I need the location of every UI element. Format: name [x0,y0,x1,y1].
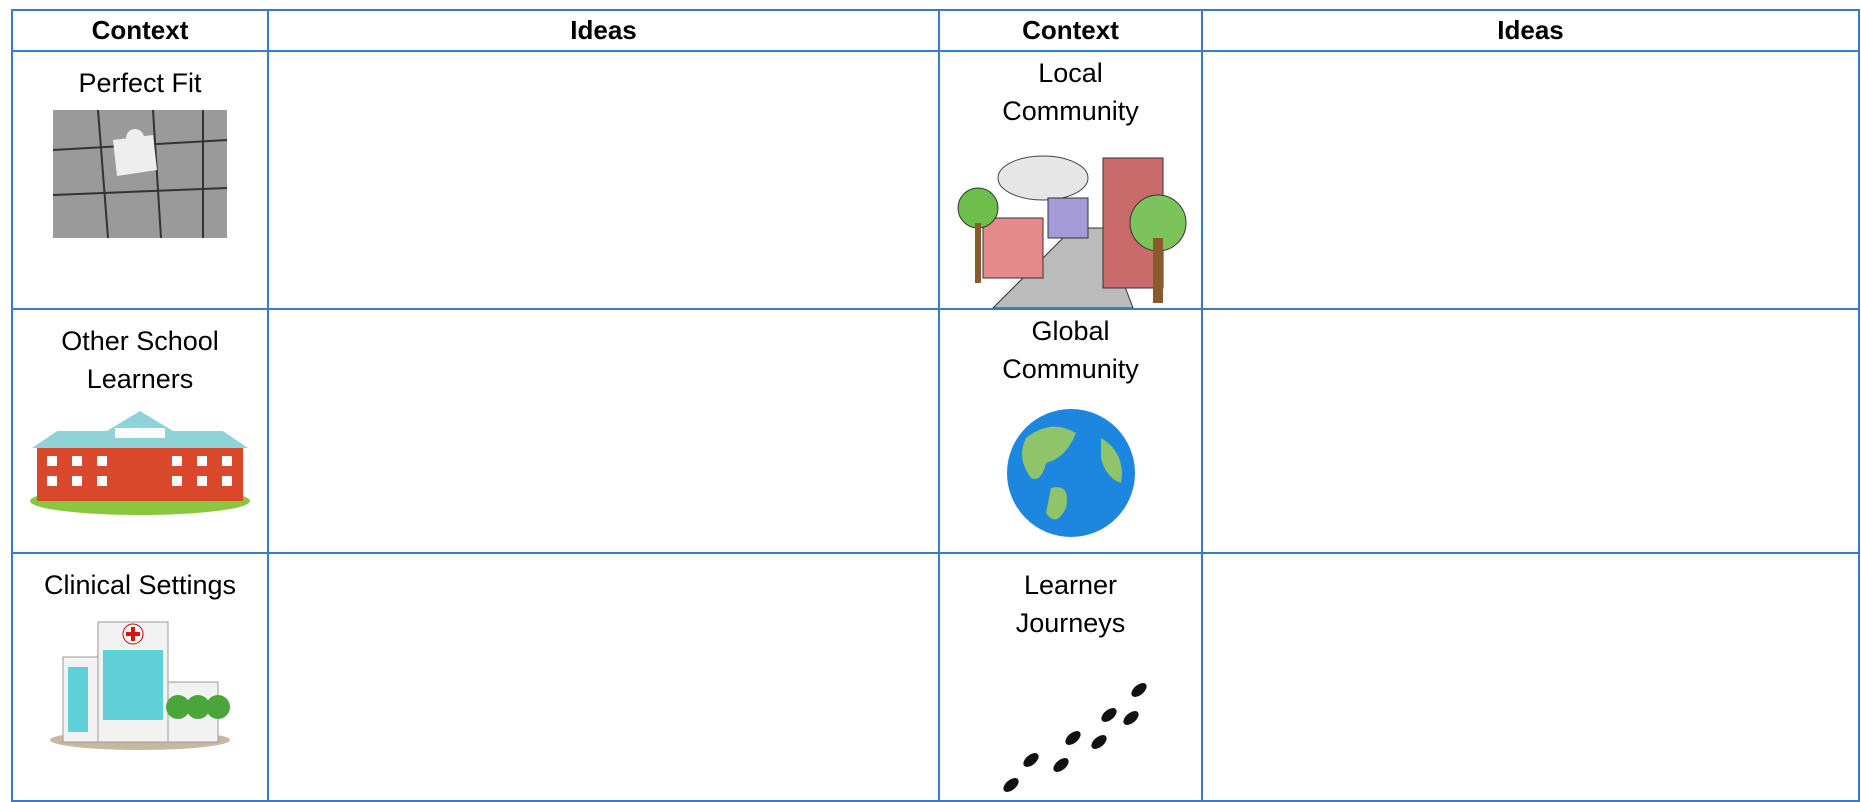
context-label: Other School Learners [61,326,219,394]
ideas-cell [1201,552,1860,802]
ideas-cell [1201,308,1860,554]
context-cell: Perfect Fit [11,50,269,310]
context-label: Learner Journeys [1015,570,1126,638]
context-label: Perfect Fit [78,68,202,98]
context-cell: Local Community [938,50,1203,310]
context-cell: Clinical Settings [11,552,269,802]
hospital-image [50,621,230,750]
context-cell: Other School Learners [11,308,269,554]
header-cell: Context [11,9,269,52]
context-cell: Learner Journeys [938,552,1203,802]
ideas-cell [1201,50,1860,310]
footprints-image [1002,683,1147,792]
ideas-cell [267,50,940,310]
ideas-cell [267,552,940,802]
context-label: Global Community [1002,316,1139,384]
header-cell: Ideas [267,9,940,52]
context-ideas-table: Context Ideas Context Ideas Perfect Fit … [11,9,1860,802]
ideas-cell [267,308,940,554]
header-cell: Ideas [1201,9,1860,52]
row: Clinical Settings Learner Journeys [11,552,1860,802]
school-image [30,411,250,515]
header-cell: Context [938,9,1203,52]
community-image [957,155,1186,308]
puzzle-image [53,110,227,238]
header-row: Context Ideas Context Ideas [11,9,1860,52]
globe-image [1006,409,1135,537]
context-cell: Global Community [938,308,1203,554]
context-label: Clinical Settings [43,570,237,600]
row: Other School Learners Global Community [11,308,1860,554]
context-label: Local Community [1002,58,1139,126]
row: Perfect Fit Local Community [11,50,1860,310]
